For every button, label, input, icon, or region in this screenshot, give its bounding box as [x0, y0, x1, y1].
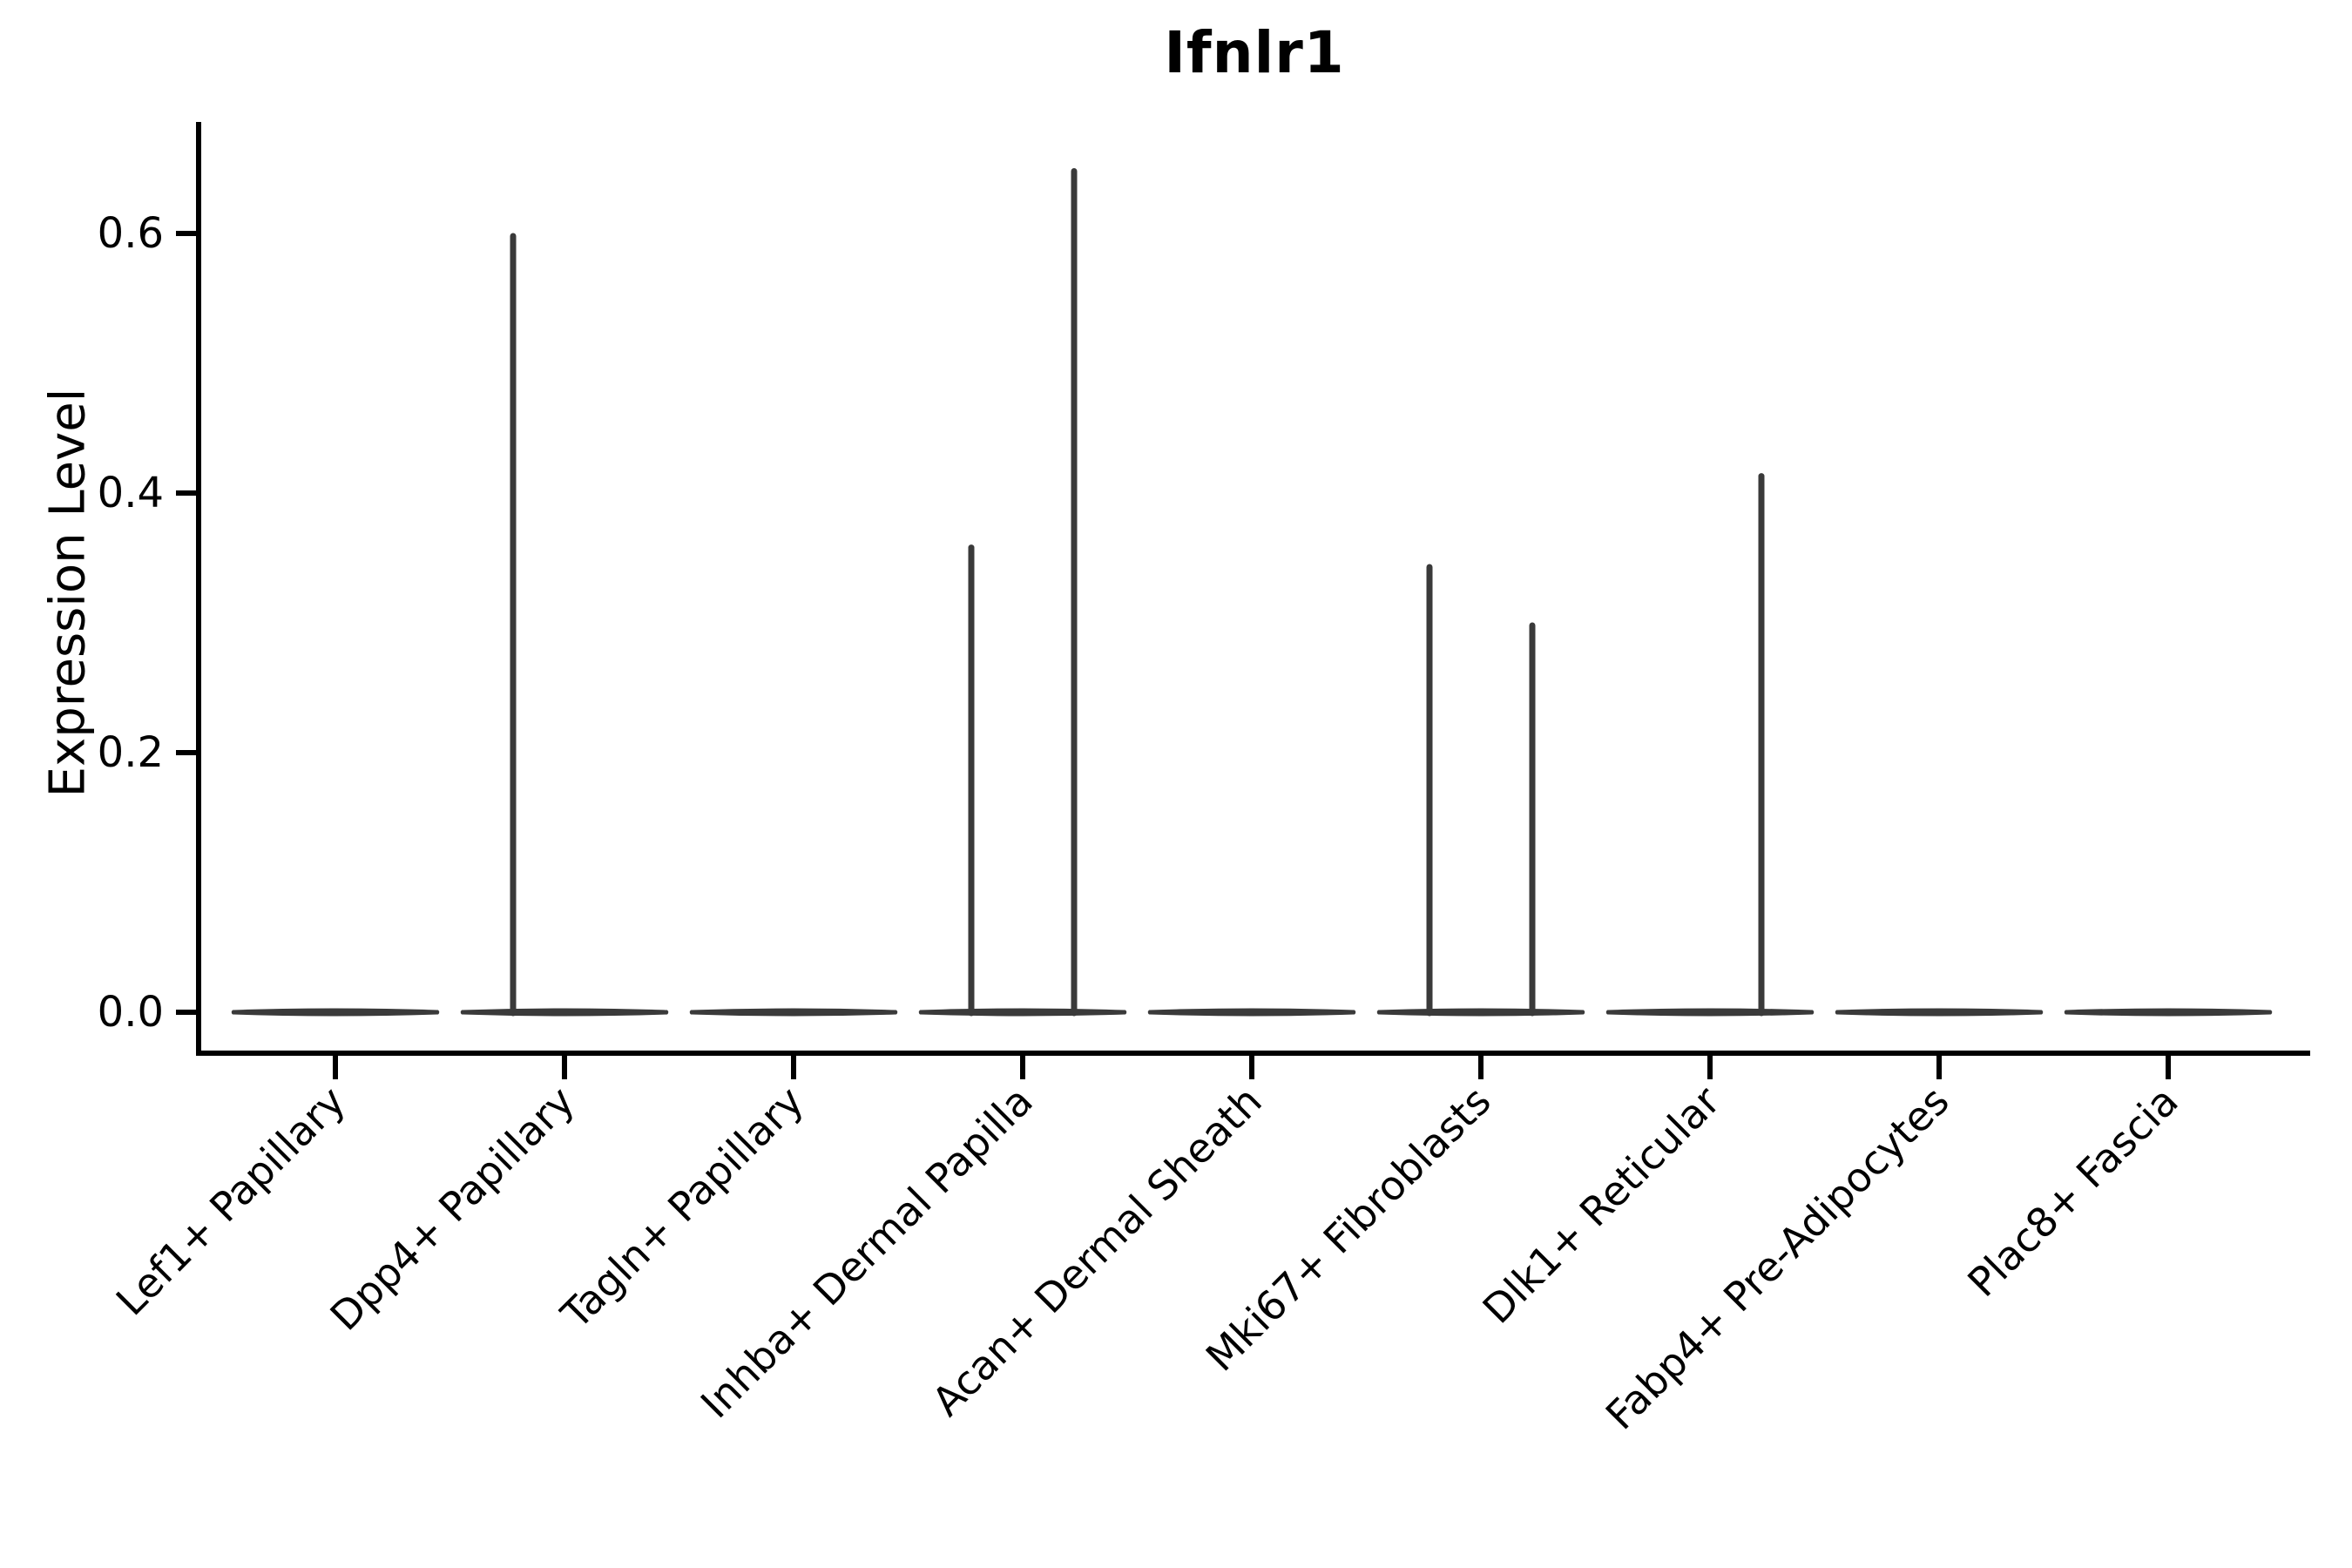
violin-spike-base — [1520, 1010, 1544, 1011]
violin-spike-base — [1417, 1010, 1442, 1011]
violin-body — [460, 1008, 669, 1017]
violin-spike-base — [1062, 1010, 1086, 1011]
y-tick-label: 0.4 — [98, 469, 164, 517]
y-tick-label: 0.2 — [98, 728, 164, 777]
plot-title: Ifnlr1 — [1164, 19, 1345, 86]
x-tick-label: Tagln+ Papillary — [551, 1078, 813, 1339]
y-tick-label: 0.6 — [98, 209, 164, 258]
violin-spike-base — [1749, 1010, 1774, 1011]
violin-body — [2064, 1008, 2273, 1017]
violin-body — [231, 1008, 440, 1017]
violin-body — [1835, 1008, 2044, 1017]
violin-body — [918, 1008, 1127, 1017]
x-tick-label: Dpp4+ Papillary — [321, 1078, 584, 1340]
x-tick-label: Lef1+ Papillary — [107, 1078, 355, 1325]
x-tick-label: Dlk1+ Reticular — [1474, 1078, 1729, 1333]
violin-body — [1605, 1008, 1815, 1017]
violin-body — [1376, 1008, 1585, 1017]
y-axis-title: Expression Level — [39, 388, 97, 798]
violin-spike-base — [501, 1010, 525, 1011]
violin-spike-base — [959, 1010, 983, 1011]
y-tick-label: 0.0 — [98, 988, 164, 1037]
violin-body — [1147, 1008, 1356, 1017]
x-tick-label: Plac8+ Fascia — [1958, 1078, 2186, 1306]
violin-body — [689, 1008, 898, 1017]
